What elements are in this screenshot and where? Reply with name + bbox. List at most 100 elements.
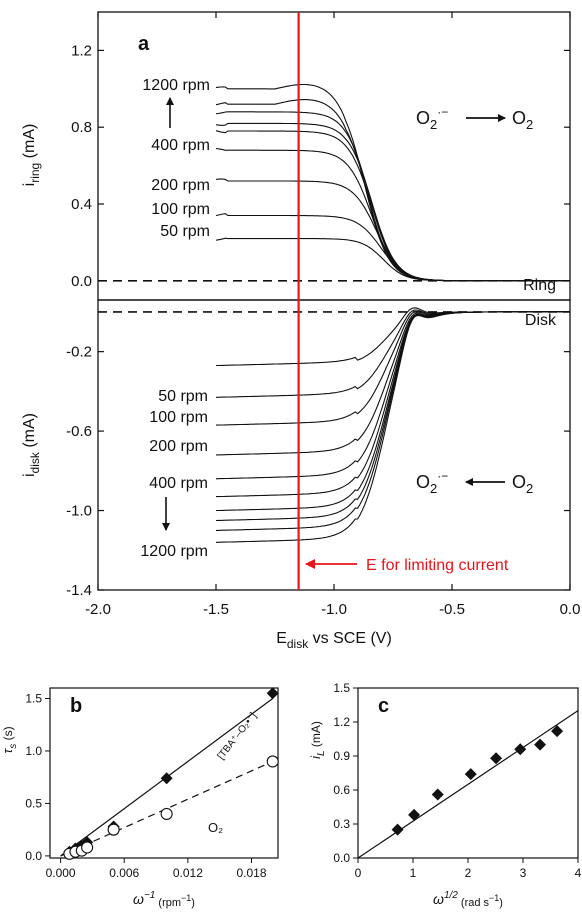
ring-current-curve-8 [215, 83, 570, 282]
data-point-diamond [534, 738, 547, 751]
ring-reaction-left-main: O [416, 108, 430, 128]
y-tick-label: 0.0 [333, 851, 350, 865]
panel-a: a -2.0 -1.5 -1.0 -0.5 0.0 Edisk vs SCE (V) 0.0 0… [21, 11, 580, 651]
data-point-diamond [514, 743, 527, 756]
x-label-sup: −1 [144, 890, 155, 901]
x-tick-label: 0 [355, 866, 362, 880]
y-tick-label: 0.3 [333, 817, 350, 831]
x-tick-label: 0.000 [46, 866, 76, 880]
data-point-diamond [551, 725, 564, 738]
ring-rate-label: 200 rpm [151, 177, 210, 194]
ring-rate-label: 100 rpm [151, 201, 210, 218]
data-point-circle [81, 841, 94, 854]
y-tick-label: 1.0 [25, 744, 42, 758]
y-tick-label: 1.5 [333, 681, 350, 695]
x-label-main: ω [133, 891, 144, 907]
limiting-current-annotation: E for limiting current [366, 557, 509, 574]
disk-rate-label: 100 rpm [149, 409, 208, 426]
data-point-diamond [391, 823, 404, 836]
y-label-sub: L [316, 750, 327, 756]
disk-rate-label: 400 rpm [149, 475, 208, 492]
ring-current-curve-5 [215, 122, 570, 282]
ring-y-tick-label: 0.8 [71, 119, 92, 136]
y-label-rest: (mA) [309, 721, 323, 750]
ring-y-axis-label: iring (mA) [21, 124, 42, 187]
x-tick-label: 0.012 [173, 866, 203, 880]
disk-rate-label: 200 rpm [149, 438, 208, 455]
x-axis-label-rest: vs SCE (V) [308, 630, 392, 647]
ring-corner-label: Ring [523, 277, 556, 294]
ring-rate-label: 1200 rpm [142, 77, 210, 94]
x-label-end: ) [191, 897, 195, 909]
ring-y-tick-label: 0.0 [71, 273, 92, 290]
disk-current-curve-8 [216, 311, 570, 531]
disk-y-tick-label: -1.4 [66, 582, 92, 599]
disk-y-label-sub: disk [28, 451, 42, 473]
x-label-rest: (rad s [458, 897, 490, 909]
ring-reaction-right-sub: 2 [526, 117, 533, 132]
panel-a-label: a [138, 33, 150, 55]
ring-rate-label: 400 rpm [151, 137, 210, 154]
x-axis-label: ω1/2 (rad s−1) [433, 890, 503, 909]
panel-b-frame [49, 687, 279, 859]
ring-rate-label: 50 rpm [160, 223, 210, 240]
x-tick-label: 2 [465, 866, 472, 880]
y-tick-label: 0.0 [25, 849, 42, 863]
data-point-circle [266, 755, 279, 768]
disk-current-curve-9 [216, 311, 570, 543]
x-tick-label: 3 [520, 866, 527, 880]
disk-reaction-left-sub: 2 [430, 481, 437, 496]
y-label-main: τ [0, 748, 15, 754]
ring-y-label-main: i [21, 183, 38, 187]
x-axis-label-sub: disk [287, 637, 309, 651]
ring-reaction-left: O2·− [416, 105, 448, 132]
disk-y-axis-label: idisk (mA) [21, 413, 42, 477]
ring-reaction-right: O2 [512, 108, 533, 132]
fit-line-1 [60, 760, 273, 857]
ring-y-tick-label: 1.2 [71, 42, 92, 59]
ring-current-curve-1 [215, 213, 570, 282]
y-axis-label: τs (s) [0, 726, 19, 753]
ring-current-curve-6 [215, 111, 570, 282]
x-tick-label: -0.5 [439, 601, 465, 618]
x-label-end: ) [499, 897, 503, 909]
disk-reaction-right-main: O [512, 472, 526, 492]
x-tick-label: -1.0 [321, 601, 347, 618]
x-tick-label: -2.0 [85, 601, 111, 618]
ring-y-label-sub: ring [28, 163, 42, 183]
disk-corner-label: Disk [525, 312, 557, 329]
x-tick-label: 0.018 [236, 866, 266, 880]
disk-y-label-main: i [21, 473, 38, 477]
ring-reaction-left-sub: 2 [430, 117, 437, 132]
x-axis-label: Edisk vs SCE (V) [276, 630, 392, 651]
disk-y-label-rest: (mA) [21, 413, 38, 452]
x-axis-label: ω−1 (rpm−1) [133, 890, 195, 909]
disk-reaction-left: O2·− [416, 469, 448, 496]
data-point-diamond [408, 808, 421, 821]
disk-reaction-left-main: O [416, 472, 430, 492]
ring-plot-frame [97, 11, 571, 301]
ring-reaction-right-main: O [512, 108, 526, 128]
y-label-main: i [308, 755, 323, 759]
x-label-rest: (rpm [155, 897, 181, 909]
x-tick-label: 1 [410, 866, 417, 880]
disk-y-tick-label: -0.6 [66, 423, 92, 440]
disk-reaction-right-sub: 2 [526, 481, 533, 496]
disk-current-curve-5 [216, 311, 570, 498]
data-point-diamond [464, 768, 477, 781]
x-label-main: ω [433, 891, 444, 907]
disk-current-curve-2 [216, 310, 570, 426]
ring-y-tick-label: 0.4 [71, 196, 92, 213]
panel-b-label: b [70, 695, 82, 717]
y-tick-label: 0.9 [333, 749, 350, 763]
disk-current-curve-0 [216, 307, 570, 367]
x-tick-label: 4 [575, 866, 582, 880]
x-label-sup: 1/2 [444, 890, 458, 901]
disk-reaction-right: O2 [512, 472, 533, 496]
disk-y-tick-label: -0.2 [66, 344, 92, 361]
y-label-rest: (s) [1, 726, 15, 743]
data-point-diamond [266, 687, 279, 700]
fit-line-0 [357, 710, 579, 859]
series-label-o2: O₂ [208, 820, 223, 835]
